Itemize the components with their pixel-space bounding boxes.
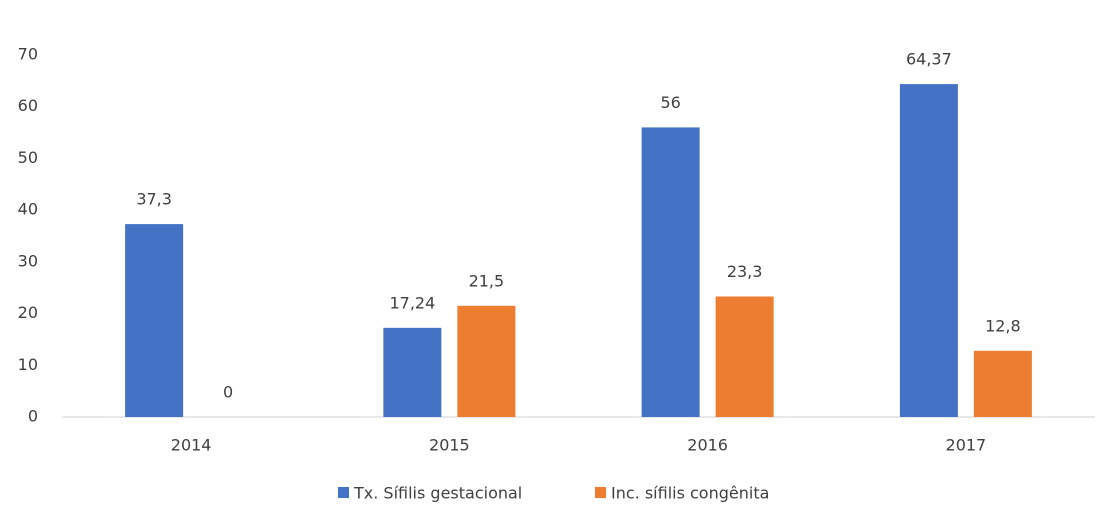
- y-tick-label: 60: [18, 96, 38, 115]
- data-label: 21,5: [469, 271, 505, 290]
- y-tick-label: 40: [18, 200, 38, 219]
- bar: [715, 296, 774, 417]
- legend-swatch: [595, 487, 606, 498]
- y-tick-label: 20: [18, 303, 38, 322]
- legend-label: Tx. Sífilis gestacional: [353, 484, 522, 503]
- data-label: 56: [660, 93, 680, 112]
- y-tick-label: 50: [18, 148, 38, 167]
- bar: [457, 305, 516, 417]
- data-label: 17,24: [389, 293, 435, 312]
- y-tick-label: 70: [18, 45, 38, 64]
- data-label: 12,8: [985, 316, 1021, 335]
- y-tick-label: 30: [18, 251, 38, 270]
- data-label: 64,37: [906, 50, 952, 69]
- bar: [383, 327, 442, 417]
- bar: [641, 127, 700, 418]
- x-tick-label: 2015: [429, 436, 470, 455]
- y-tick-label: 0: [28, 407, 38, 426]
- data-label: 0: [223, 383, 233, 402]
- legend-swatch: [338, 487, 349, 498]
- legend-label: Inc. sífilis congênita: [611, 484, 769, 503]
- x-tick-label: 2014: [171, 436, 212, 455]
- data-label: 37,3: [136, 190, 172, 209]
- data-label: 23,3: [727, 262, 763, 281]
- bar: [973, 350, 1032, 417]
- bar: [899, 84, 958, 417]
- x-tick-label: 2016: [687, 436, 728, 455]
- y-tick-label: 10: [18, 355, 38, 374]
- bar: [125, 224, 184, 417]
- x-tick-label: 2017: [946, 436, 987, 455]
